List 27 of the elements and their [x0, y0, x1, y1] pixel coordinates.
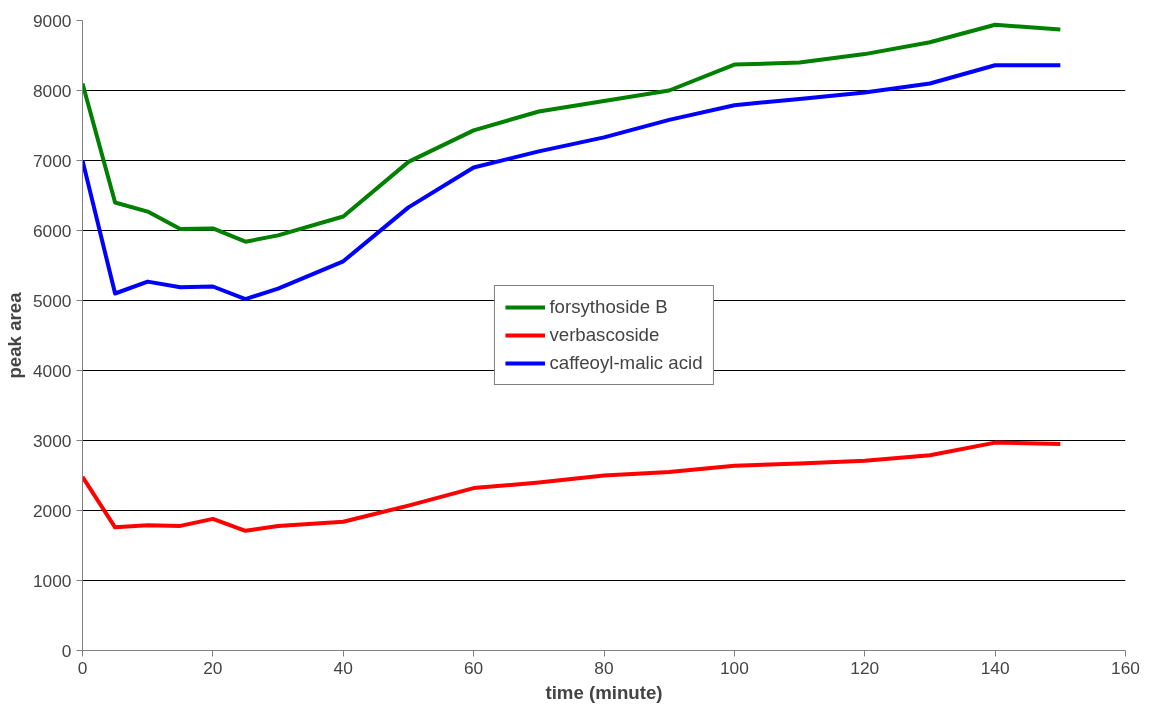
x-tick-label: 0 [77, 657, 88, 678]
x-tick-label: 40 [333, 657, 353, 678]
line-series [82, 22, 1063, 244]
y-tick-label: 2000 [32, 500, 72, 521]
y-axis-title: peak area [3, 291, 25, 379]
legend-label: verbascoside [549, 324, 660, 346]
line-series [82, 440, 1063, 533]
y-tick-label: 3000 [32, 430, 72, 451]
y-tick-label: 9000 [32, 10, 72, 31]
y-tick-label: 8000 [32, 80, 72, 101]
line-series [82, 63, 1063, 302]
x-tick-label: 80 [594, 657, 614, 678]
x-tick-label: 120 [850, 657, 880, 678]
legend-label: caffeoyl-malic acid [549, 352, 703, 374]
x-tick-label: 60 [463, 657, 484, 678]
y-tick-label: 7000 [32, 150, 72, 171]
x-tick-label: 160 [1111, 657, 1140, 678]
y-tick-label: 1000 [32, 570, 72, 591]
x-axis-title: time (minute) [545, 681, 663, 703]
y-tick-label: 6000 [32, 220, 72, 241]
x-tick-label: 140 [980, 657, 1010, 678]
y-tick-label: 0 [61, 640, 72, 661]
legend-label: forsythoside B [549, 296, 668, 318]
y-tick-label: 5000 [32, 290, 72, 311]
y-tick-label: 4000 [32, 360, 72, 381]
x-tick-label: 100 [719, 657, 749, 678]
x-tick-label: 20 [203, 657, 223, 678]
